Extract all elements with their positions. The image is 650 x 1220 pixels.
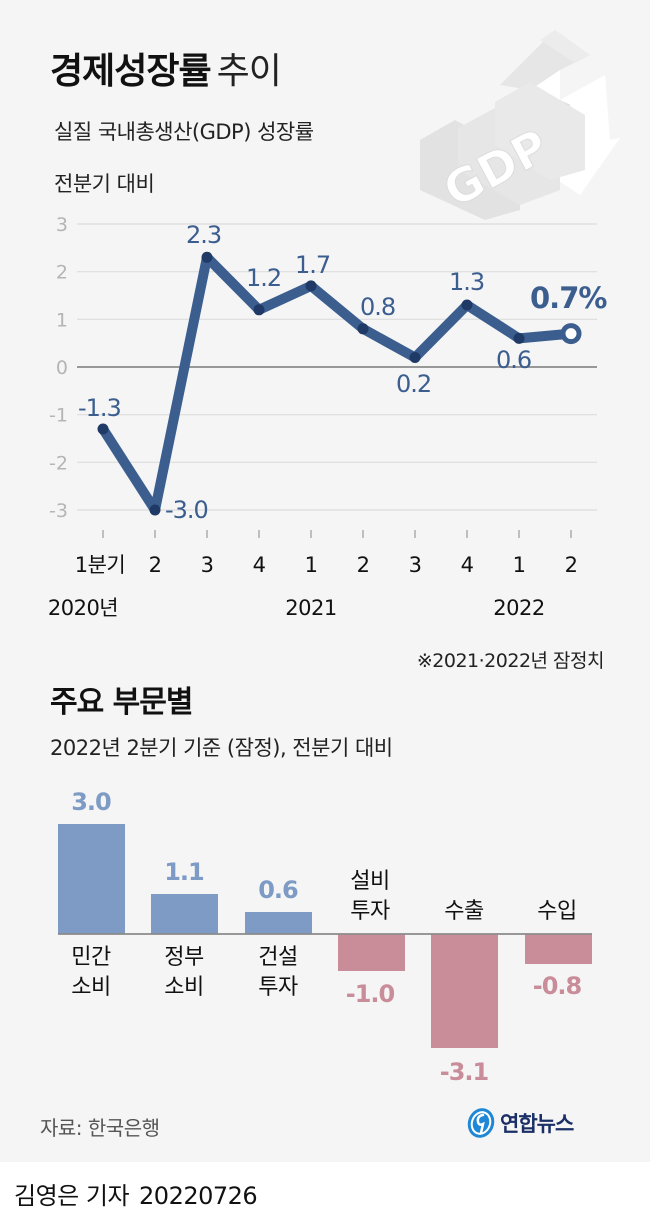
svg-text:4: 4 — [461, 553, 474, 577]
year-labels: 2020년 2021 2022 — [48, 596, 545, 620]
negative-value-labels: -1.0 -3.1 -0.8 — [346, 972, 583, 1086]
yonhap-logo-text: 연합뉴스 — [500, 1112, 574, 1136]
svg-text:2: 2 — [56, 262, 68, 284]
positive-value-labels: 3.0 1.1 0.6 — [71, 788, 299, 904]
svg-text:수출: 수출 — [444, 899, 484, 924]
yonhap-logo: 연합뉴스 — [466, 1106, 574, 1140]
y-axis-ticks: 3 2 1 0 -1 -2 -3 — [49, 214, 68, 522]
gdp-arrows-illustration-icon: GDP — [420, 30, 620, 220]
svg-text:0.8: 0.8 — [360, 293, 395, 321]
svg-text:4: 4 — [253, 553, 266, 577]
svg-text:-2: -2 — [49, 452, 68, 474]
quarter-labels: 1분기 2 3 4 1 2 3 4 1 2 — [75, 553, 578, 577]
bar-facility-investment — [338, 934, 405, 971]
svg-text:0.7%: 0.7% — [530, 281, 607, 315]
svg-text:-1: -1 — [49, 405, 68, 427]
svg-text:1.3: 1.3 — [449, 268, 484, 296]
svg-text:-1.0: -1.0 — [346, 980, 395, 1008]
source-label: 자료: 한국은행 — [40, 1116, 160, 1140]
svg-text:소비: 소비 — [164, 975, 203, 1000]
svg-text:3: 3 — [409, 553, 422, 577]
svg-text:3: 3 — [56, 214, 68, 236]
svg-text:0: 0 — [56, 357, 68, 379]
bar-government-consumption — [151, 894, 218, 934]
svg-text:2.3: 2.3 — [186, 221, 221, 249]
svg-text:3.0: 3.0 — [71, 788, 111, 816]
svg-text:-1.3: -1.3 — [78, 394, 121, 422]
gdp-growth-line — [98, 252, 576, 515]
svg-text:1.1: 1.1 — [164, 858, 204, 886]
svg-text:1: 1 — [305, 553, 318, 577]
svg-text:-0.8: -0.8 — [533, 972, 582, 1000]
svg-text:2021: 2021 — [285, 596, 336, 620]
bar-construction-investment — [245, 912, 312, 934]
svg-text:투자: 투자 — [350, 899, 390, 924]
line-chart: 3 2 1 0 -1 -2 -3 -1.3 -3.0 2.3 1.2 1.7 0… — [49, 214, 608, 524]
svg-text:1분기: 1분기 — [75, 553, 126, 577]
data-markers — [97, 251, 525, 516]
svg-text:2: 2 — [357, 553, 370, 577]
svg-text:2: 2 — [565, 553, 578, 577]
svg-text:3: 3 — [201, 553, 214, 577]
bar-chart: 3.0 1.1 0.6 -1.0 -3.1 -0.8 민간 소비 정부 소비 건… — [58, 788, 592, 1086]
svg-text:설비: 설비 — [350, 869, 389, 894]
svg-text:2020년: 2020년 — [48, 596, 118, 620]
svg-text:0.6: 0.6 — [496, 346, 531, 374]
svg-text:민간: 민간 — [71, 945, 111, 970]
byline: 김영은 기자 20220726 — [14, 1176, 258, 1211]
svg-text:1.2: 1.2 — [246, 264, 281, 292]
latest-point-marker — [560, 323, 582, 345]
svg-text:2: 2 — [149, 553, 162, 577]
data-labels: -1.3 -3.0 2.3 1.2 1.7 0.8 0.2 1.3 0.6 0.… — [78, 221, 608, 524]
svg-text:1: 1 — [513, 553, 526, 577]
svg-text:2022: 2022 — [493, 596, 544, 620]
yonhap-globe-icon — [467, 1108, 495, 1138]
svg-text:-3: -3 — [49, 500, 68, 522]
unit-label: 전분기 대비 — [54, 172, 155, 196]
bar-private-consumption — [58, 824, 125, 934]
svg-text:소비: 소비 — [71, 975, 110, 1000]
svg-text:-3.1: -3.1 — [440, 1058, 489, 1086]
section-subtitle: 2022년 2분기 기준 (잠정), 전분기 대비 — [50, 736, 393, 760]
svg-text:0.2: 0.2 — [396, 370, 431, 398]
bar-exports — [431, 934, 498, 1048]
bar-imports — [525, 934, 592, 964]
svg-text:0.6: 0.6 — [258, 876, 298, 904]
svg-text:1.7: 1.7 — [295, 251, 330, 279]
svg-text:1: 1 — [56, 309, 68, 331]
section-title: 주요 부문별 — [50, 685, 193, 720]
publish-date: 20220726 — [139, 1182, 258, 1210]
svg-text:정부: 정부 — [164, 945, 204, 970]
page-title: 경제성장률 추이 — [50, 51, 282, 92]
svg-text:투자: 투자 — [258, 975, 298, 1000]
chart-subtitle: 실질 국내총생산(GDP) 성장률 — [54, 120, 314, 144]
svg-text:수입: 수입 — [537, 899, 576, 924]
provisional-note: ※2021·2022년 잠정치 — [416, 650, 605, 672]
reporter-name: 김영은 기자 — [14, 1182, 130, 1210]
category-labels: 민간 소비 정부 소비 건설 투자 설비 투자 수출 수입 — [71, 869, 577, 1000]
svg-text:-3.0: -3.0 — [165, 496, 208, 524]
svg-text:건설: 건설 — [258, 945, 297, 970]
x-axis: 1분기 2 3 4 1 2 3 4 1 2 2020년 2021 2022 — [48, 530, 578, 620]
